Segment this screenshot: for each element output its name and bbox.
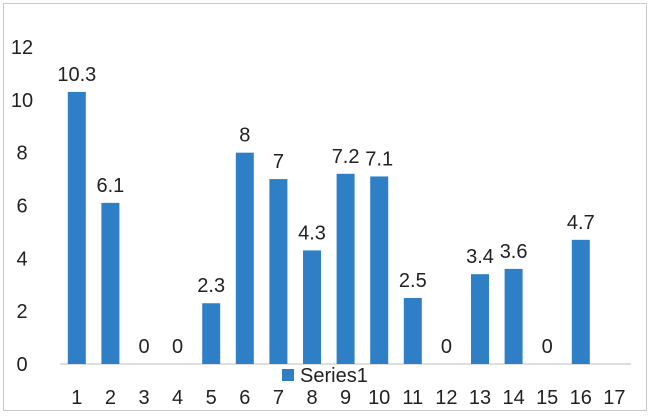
data-label: 10.3 — [57, 64, 96, 86]
data-label: 7.2 — [332, 146, 360, 168]
bar — [336, 173, 355, 364]
x-tick-label: 4 — [172, 387, 183, 409]
bar — [471, 274, 489, 364]
x-tick-label: 10 — [368, 387, 390, 409]
x-tick-label: 12 — [435, 387, 457, 409]
x-tick-label: 5 — [206, 387, 217, 409]
data-label: 7 — [273, 151, 284, 173]
data-label: 6.1 — [96, 175, 124, 197]
bar — [67, 91, 86, 365]
x-tick-label: 11 — [402, 387, 423, 409]
data-label: 0 — [138, 336, 149, 358]
data-label: 8 — [239, 125, 250, 147]
x-tick-label: 6 — [239, 387, 250, 409]
y-tick-label: 8 — [16, 143, 27, 165]
y-tick-label: 6 — [16, 196, 27, 218]
data-label: 0 — [542, 336, 553, 358]
x-tick-label: 14 — [502, 387, 524, 409]
x-axis-ticks: 1 2 3 4 5 6 7 8 9 10 11 12 13 14 15 16 17 — [71, 387, 625, 409]
bar — [370, 176, 389, 364]
x-tick-label: 2 — [105, 387, 116, 409]
y-tick-label: 12 — [11, 37, 33, 59]
x-tick-label: 17 — [603, 387, 625, 409]
bar — [504, 268, 523, 364]
y-axis-ticks: 0 2 4 6 8 10 12 — [11, 37, 33, 376]
y-tick-label: 4 — [16, 248, 27, 270]
legend: Series1 — [282, 365, 368, 387]
bar — [269, 179, 288, 364]
x-tick-label: 13 — [469, 387, 491, 409]
y-tick-label: 0 — [16, 354, 27, 376]
x-tick-label: 3 — [138, 387, 149, 409]
bar — [235, 152, 254, 364]
y-tick-label: 2 — [16, 301, 27, 323]
x-tick-label: 16 — [570, 387, 592, 409]
x-tick-label: 9 — [340, 387, 351, 409]
legend-label-series1: Series1 — [300, 365, 368, 387]
x-tick-label: 8 — [306, 387, 317, 409]
data-label: 0 — [172, 336, 183, 358]
data-label: 0 — [441, 336, 452, 358]
data-label: 7.1 — [365, 148, 393, 170]
data-label: 4.3 — [298, 222, 326, 244]
data-label: 3.6 — [500, 241, 528, 263]
x-tick-label: 1 — [71, 387, 82, 409]
data-label: 3.4 — [466, 246, 494, 268]
bar — [101, 202, 120, 364]
y-tick-label: 10 — [11, 90, 33, 112]
data-label: 2.3 — [197, 275, 225, 297]
bars-group — [67, 91, 590, 365]
data-label: 4.7 — [567, 212, 595, 234]
bar — [403, 297, 422, 364]
bar — [571, 239, 590, 364]
x-tick-label: 15 — [536, 387, 558, 409]
bar — [303, 250, 321, 364]
x-tick-label: 7 — [273, 387, 284, 409]
bar — [202, 303, 221, 364]
legend-swatch-series1 — [282, 369, 294, 381]
data-label: 2.5 — [399, 270, 427, 292]
data-labels-group: 10.3 6.1 0 0 2.3 8 7 4.3 7.2 7.1 2.5 0 3.4 3.6 0 4.7 — [57, 64, 594, 358]
